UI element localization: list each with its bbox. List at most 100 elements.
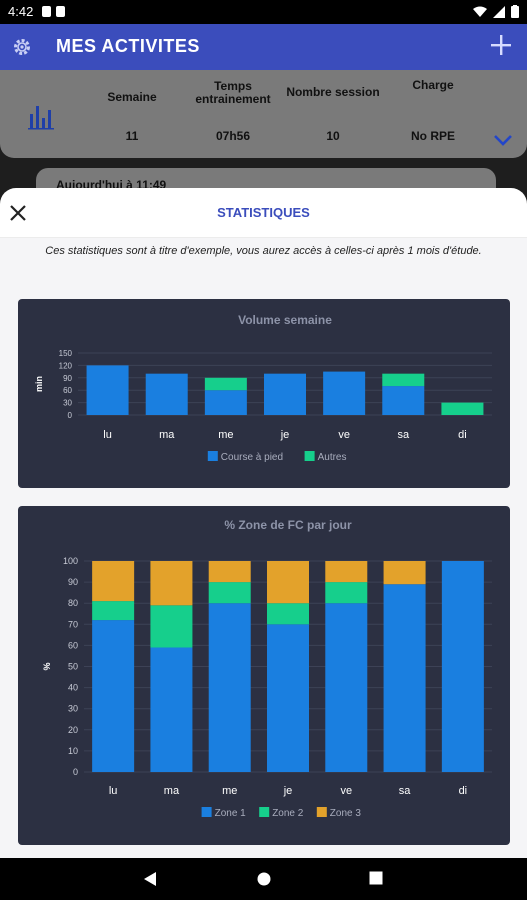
x-tick-label: lu xyxy=(103,429,112,441)
bar-zone-2 xyxy=(325,582,368,604)
summary-value-time: 07h56 xyxy=(215,129,251,143)
bar-zone-1 xyxy=(267,624,309,772)
y-axis-label: min xyxy=(34,376,44,392)
example-note: Ces statistiques sont à titre d'exemple,… xyxy=(45,245,482,257)
y-tick-label: 80 xyxy=(68,598,78,608)
bar-zone-1 xyxy=(92,620,135,772)
statistics-sheet: STATISTIQUES Ces statistiques sont à tit… xyxy=(0,188,527,858)
x-tick-label: lu xyxy=(109,785,118,797)
bar-course-pied xyxy=(86,365,129,415)
legend-swatch xyxy=(207,451,218,461)
summary-value-sessions: 10 xyxy=(326,129,340,143)
y-tick-label: 90 xyxy=(63,374,72,383)
y-tick-label: 100 xyxy=(63,556,78,566)
x-tick-label: sa xyxy=(399,785,412,797)
bar-zone-2 xyxy=(208,582,251,604)
legend-entry: Course à pied xyxy=(221,452,283,463)
bar-zone-3 xyxy=(150,561,193,606)
summary-col-time: Temps entrainement 07h56 xyxy=(188,79,278,144)
x-tick-label: sa xyxy=(397,429,410,441)
summary-value-week: 11 xyxy=(125,129,139,143)
sd-card-icon xyxy=(56,6,65,17)
bar-autres xyxy=(441,402,484,415)
bar-zone-2 xyxy=(92,601,135,621)
summary-header-time: Temps entrainement xyxy=(195,79,271,106)
legend-swatch xyxy=(201,807,212,817)
bar-zone-3 xyxy=(383,561,426,585)
bar-course-pied xyxy=(264,373,306,415)
y-tick-label: 30 xyxy=(63,399,72,408)
chart-title: Volume semaine xyxy=(238,313,332,327)
chevron-down-icon[interactable] xyxy=(493,134,513,146)
x-tick-label: ma xyxy=(159,429,175,441)
legend-entry: Zone 3 xyxy=(330,808,362,819)
x-tick-label: je xyxy=(280,429,290,441)
weekly-summary: Semaine 11 Temps entrainement 07h56 Nomb… xyxy=(0,70,527,158)
summary-col-sessions: Nombre session 10 xyxy=(280,86,386,144)
bar-course-pied xyxy=(382,386,425,415)
sheet-title: STATISTIQUES xyxy=(217,205,310,220)
x-tick-label: je xyxy=(283,785,293,797)
bar-zone-1 xyxy=(441,561,484,772)
home-icon[interactable] xyxy=(256,871,272,887)
y-tick-label: 70 xyxy=(68,619,78,629)
summary-col-week: Semaine 11 xyxy=(96,91,168,144)
x-tick-label: di xyxy=(459,785,468,797)
y-tick-label: 60 xyxy=(68,640,78,650)
legend-entry: Autres xyxy=(318,452,347,463)
summary-value-load: No RPE xyxy=(410,129,455,143)
x-tick-label: di xyxy=(458,429,467,441)
x-tick-label: ve xyxy=(338,429,350,441)
y-tick-label: 0 xyxy=(73,767,78,777)
recents-icon[interactable] xyxy=(369,871,383,885)
y-axis-label: % xyxy=(42,662,52,670)
y-tick-label: 50 xyxy=(68,662,78,672)
close-icon[interactable] xyxy=(10,205,26,221)
y-tick-label: 60 xyxy=(63,386,72,395)
sheet-header: STATISTIQUES xyxy=(0,188,527,238)
bar-zone-2 xyxy=(150,605,193,648)
gear-icon[interactable] xyxy=(12,37,32,57)
battery-icon xyxy=(511,5,519,18)
x-tick-label: me xyxy=(218,429,233,441)
legend-swatch xyxy=(259,807,270,817)
y-tick-label: 20 xyxy=(68,725,78,735)
bar-zone-1 xyxy=(325,603,368,772)
bar-zone-1 xyxy=(383,584,426,772)
summary-header-load: Charge xyxy=(412,78,454,92)
notification-icons xyxy=(42,6,65,17)
wifi-icon xyxy=(473,6,487,17)
app-bar: MES ACTIVITES xyxy=(0,24,527,70)
plus-icon[interactable] xyxy=(489,33,513,57)
bar-autres xyxy=(382,373,425,387)
back-icon[interactable] xyxy=(143,871,157,887)
y-tick-label: 150 xyxy=(59,349,73,358)
status-bar: 4:42 xyxy=(0,0,527,24)
bar-chart-icon xyxy=(28,106,54,130)
system-icons xyxy=(473,5,519,18)
bar-zone-3 xyxy=(325,561,368,583)
bar-zone-2 xyxy=(267,603,309,625)
summary-col-load: Charge No RPE xyxy=(398,78,468,144)
bar-course-pied xyxy=(323,371,366,415)
hr-zone-chart: % Zone de FC par jour% 0 10 20 30 40 50 60 70 80 9… xyxy=(42,518,492,819)
notification-icon xyxy=(42,6,51,17)
bar-course-pied xyxy=(145,373,188,415)
legend-swatch xyxy=(304,451,315,461)
hr-zone-card: % Zone de FC par jour% 0 10 20 30 40 50 60 70 80 9… xyxy=(18,506,510,845)
bar-zone-3 xyxy=(267,561,309,604)
y-tick-label: 40 xyxy=(68,683,78,693)
x-tick-label: me xyxy=(222,785,237,797)
legend-swatch xyxy=(316,807,327,817)
y-tick-label: 120 xyxy=(59,361,73,370)
y-tick-label: 10 xyxy=(68,746,78,756)
bar-autres xyxy=(204,377,247,391)
weekly-volume-chart: Volume semaine min 0 30 60 90 120 150 lu ma me je ve… xyxy=(34,313,492,463)
legend-entry: Zone 1 xyxy=(215,808,247,819)
weekly-volume-card: Volume semaine min 0 30 60 90 120 150 lu ma me je ve… xyxy=(18,299,510,488)
x-tick-label: ve xyxy=(340,785,352,797)
navigation-bar xyxy=(0,858,527,900)
signal-icon xyxy=(493,5,505,18)
bar-zone-1 xyxy=(150,647,193,772)
bar-zone-3 xyxy=(92,561,135,602)
